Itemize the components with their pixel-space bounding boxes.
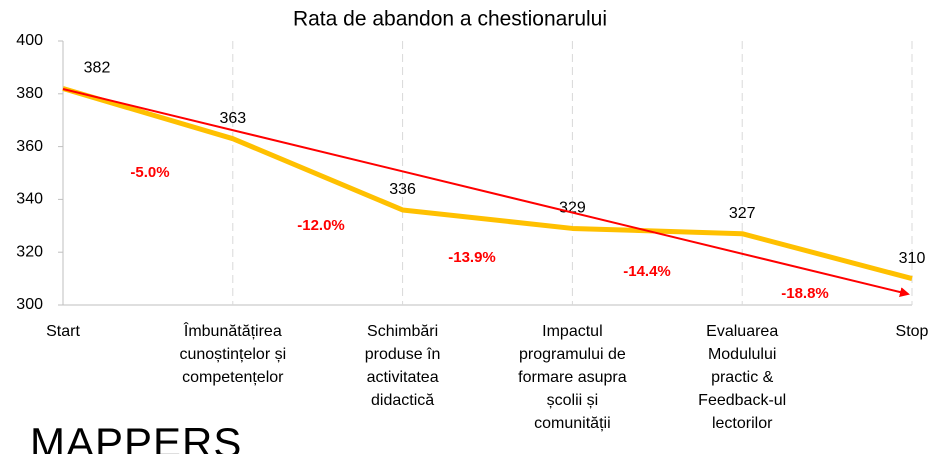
y-tick-label: 340 [16, 191, 43, 208]
y-tick-label: 380 [16, 85, 43, 102]
data-label: 329 [559, 200, 586, 217]
y-tick-label: 300 [16, 296, 43, 313]
x-tick-label: Schimbări produse în activitatea didactică [365, 323, 441, 409]
x-tick-label: Evaluarea Modulului practic & Feedback-ul le… [698, 323, 786, 432]
x-tick-label: Impactul programului de formare asupra școl… [518, 323, 627, 432]
line-series [62, 86, 913, 282]
data-label: 382 [84, 60, 111, 77]
y-tick-label: 400 [16, 32, 43, 49]
x-tick-label: Start [46, 323, 80, 340]
annotation: -12.0% [297, 217, 345, 234]
y-tick-label: 360 [16, 138, 43, 155]
y-tick-label: 320 [16, 243, 43, 260]
chart-title: Rata de abandon a chestionarului [293, 8, 607, 31]
data-label: 363 [219, 110, 246, 127]
annotation: -13.9% [448, 249, 496, 266]
data-label: 310 [899, 250, 926, 267]
trend-arrow [62, 88, 910, 297]
annotation: -5.0% [130, 164, 169, 181]
logo: MAPPERS [30, 419, 242, 454]
annotation: -14.4% [623, 263, 671, 280]
x-tick-label: Stop [896, 323, 929, 340]
data-label: 336 [389, 181, 416, 198]
data-label: 327 [729, 205, 756, 222]
annotation: -18.8% [781, 285, 829, 302]
x-tick-label: Îmbunătățirea cunoștințelor și competențel… [179, 321, 286, 386]
